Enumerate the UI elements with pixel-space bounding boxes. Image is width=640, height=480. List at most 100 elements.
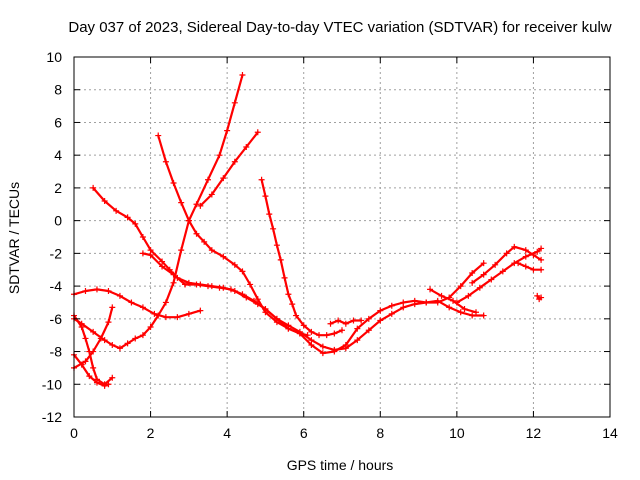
data-point (522, 263, 529, 270)
data-point (469, 279, 476, 286)
data-point (480, 312, 487, 319)
data-point (522, 247, 529, 254)
data-point (82, 335, 89, 342)
y-tick-label: -12 (42, 409, 62, 425)
data-point (308, 328, 315, 335)
data-point (90, 328, 97, 335)
series-arc-10 (139, 250, 487, 353)
data-point (515, 260, 522, 267)
label-layer: 0 2 4 6 8 10 12 14 -12 -10 -8 -6 -4 -2 0 2 4 6 8 10 (42, 49, 618, 441)
data-point (109, 374, 116, 381)
data-point (538, 294, 545, 301)
x-tick-label: 12 (526, 425, 542, 441)
data-point (461, 306, 468, 312)
data-point (358, 317, 365, 324)
data-point (170, 180, 177, 186)
series-arc-15 (515, 260, 545, 273)
series-arc-14 (469, 243, 545, 286)
y-tick-label: -2 (50, 245, 63, 261)
data-point (174, 314, 181, 321)
data-point (350, 317, 357, 324)
y-tick-label: 0 (54, 213, 62, 229)
data-point (208, 247, 215, 254)
plot-frame (73, 56, 611, 418)
x-tick-label: 4 (223, 425, 231, 441)
data-point (170, 279, 177, 286)
data-point (254, 129, 261, 136)
data-point (538, 245, 545, 252)
x-tick-label: 8 (376, 425, 384, 441)
data-point (480, 271, 487, 278)
data-point (90, 364, 97, 371)
x-tick-label: 14 (602, 425, 618, 441)
data-point (469, 270, 476, 276)
data-point (151, 310, 158, 317)
data-point (254, 296, 261, 303)
data-point (511, 243, 518, 250)
data-point (155, 312, 162, 319)
data-point (522, 253, 529, 260)
data-point (530, 252, 537, 258)
data-point (170, 271, 177, 278)
data-point (90, 348, 97, 355)
y-axis-title: SDTVAR / TECUs (6, 182, 22, 294)
series-trace (72, 306, 114, 369)
data-point (185, 217, 192, 224)
data-point (193, 281, 200, 288)
data-point (93, 379, 100, 386)
data-point (162, 299, 169, 306)
x-tick-label: 0 (70, 425, 78, 441)
series-arc-8 (197, 129, 261, 209)
data-point (331, 330, 338, 337)
data-point (243, 144, 250, 150)
data-point (335, 317, 342, 324)
series-arc-12 (427, 286, 479, 316)
data-point (109, 304, 116, 311)
y-tick-label: -4 (50, 278, 63, 294)
data-point (147, 324, 154, 330)
data-point (101, 382, 108, 389)
data-point (208, 191, 215, 198)
data-point (289, 301, 296, 308)
data-point (239, 291, 246, 298)
data-point (101, 198, 108, 204)
data-point (239, 268, 246, 275)
data-point (319, 350, 326, 357)
data-point (446, 304, 453, 311)
data-point (139, 332, 146, 339)
y-tick-label: -6 (50, 311, 63, 327)
data-point (488, 276, 495, 283)
y-tick-label: 10 (46, 49, 62, 65)
data-point (465, 292, 472, 299)
data-point (239, 72, 246, 78)
data-point (534, 292, 541, 299)
data-point (147, 252, 154, 258)
data-point (197, 307, 204, 314)
data-point (316, 332, 323, 339)
data-point (438, 292, 445, 299)
y-tick-label: 8 (54, 82, 62, 98)
data-point (220, 175, 227, 182)
data-point (116, 345, 123, 352)
data-point (308, 337, 315, 344)
data-point (178, 247, 185, 254)
data-point (277, 256, 284, 263)
series-arc-1 (71, 286, 204, 321)
series-arc-16 (534, 292, 545, 303)
data-point (400, 304, 407, 311)
data-point (319, 343, 326, 350)
tick-layer (73, 56, 611, 418)
data-point (124, 340, 131, 347)
data-layer (71, 72, 545, 389)
data-point (457, 283, 464, 290)
y-tick-label: -10 (42, 376, 62, 392)
data-point (105, 381, 112, 388)
x-axis-title: GPS time / hours (287, 457, 394, 473)
data-point (354, 325, 361, 332)
data-point (139, 250, 146, 257)
data-point (273, 315, 280, 322)
series-trace (517, 262, 543, 271)
data-point (93, 286, 100, 293)
